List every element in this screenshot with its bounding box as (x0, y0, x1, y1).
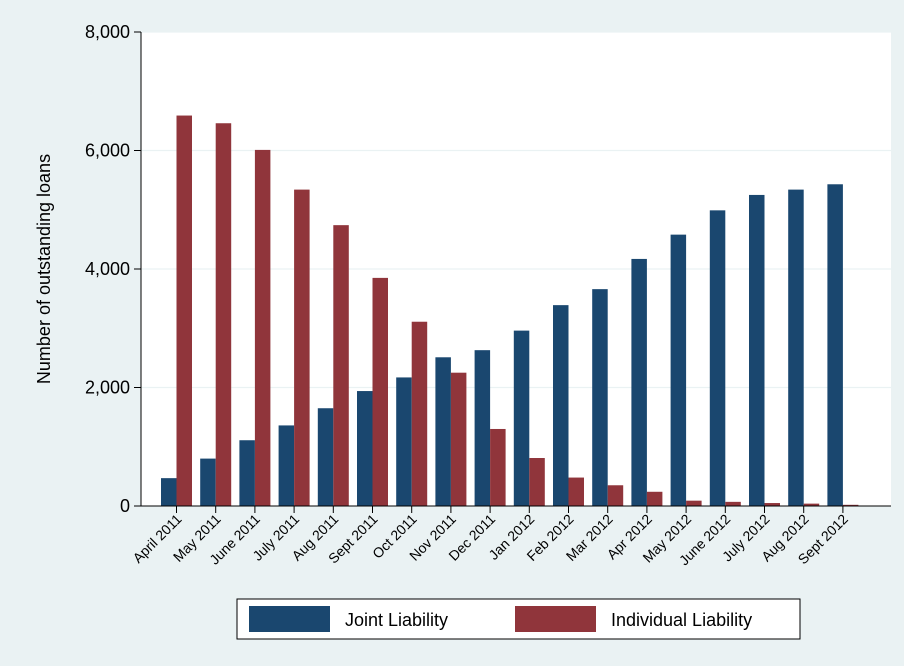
legend-swatch-joint-liability (249, 606, 330, 632)
bar-individual-liability-dec-2011 (490, 428, 506, 506)
bar-joint-liability-april-2011 (161, 478, 177, 506)
bar-joint-liability-june-2012 (709, 210, 726, 506)
bar-individual-liability-aug-2012 (803, 503, 820, 506)
bar-joint-liability-feb-2012 (553, 305, 569, 506)
bar-individual-liability-april-2011 (176, 115, 192, 506)
y-tick-label: 2,000 (85, 378, 130, 398)
bar-individual-liability-june-2012 (725, 501, 741, 506)
legend-label-individual-liability: Individual Liability (611, 610, 752, 630)
bar-joint-liability-june-2011 (239, 440, 255, 506)
bar-joint-liability-mar-2012 (592, 289, 608, 506)
bar-joint-liability-may-2011 (200, 458, 216, 506)
bar-joint-liability-sept-2011 (357, 391, 373, 506)
bar-joint-liability-july-2012 (749, 194, 765, 506)
legend: Joint Liability Individual Liability (236, 598, 801, 640)
bar-joint-liability-may-2012 (670, 234, 687, 506)
bar-individual-liability-july-2012 (764, 503, 780, 506)
bars (161, 115, 859, 507)
bar-joint-liability-oct-2011 (396, 377, 412, 506)
y-tick-label: 0 (120, 496, 130, 516)
y-tick-label: 6,000 (85, 141, 130, 161)
bar-joint-liability-jan-2012 (513, 330, 530, 506)
bar-joint-liability-aug-2011 (317, 408, 334, 506)
bar-individual-liability-aug-2011 (333, 225, 349, 506)
legend-swatch-individual-liability (515, 606, 596, 632)
bar-joint-liability-sept-2012 (827, 184, 843, 506)
bar-joint-liability-apr-2012 (631, 258, 647, 506)
y-tick-label: 8,000 (85, 22, 130, 42)
bar-joint-liability-july-2011 (278, 425, 295, 506)
bar-joint-liability-aug-2012 (788, 189, 804, 507)
bar-individual-liability-july-2011 (294, 189, 310, 507)
bar-individual-liability-sept-2012 (842, 504, 859, 506)
bar-individual-liability-sept-2011 (372, 277, 388, 506)
y-axis-label: Number of outstanding loans (34, 154, 54, 384)
bar-individual-liability-mar-2012 (607, 485, 624, 506)
bar-individual-liability-may-2011 (215, 123, 232, 507)
y-tick-label: 4,000 (85, 259, 130, 279)
bar-individual-liability-oct-2011 (411, 321, 428, 506)
bar-individual-liability-feb-2012 (568, 477, 584, 506)
y-ticks: 0 2,000 4,000 6,000 8,000 (85, 22, 141, 516)
legend-label-joint-liability: Joint Liability (345, 610, 448, 630)
bar-individual-liability-may-2012 (686, 500, 702, 506)
bar-individual-liability-apr-2012 (646, 491, 663, 506)
bar-individual-liability-june-2011 (254, 149, 271, 506)
bar-joint-liability-dec-2011 (474, 350, 491, 506)
bar-individual-liability-nov-2011 (450, 372, 467, 506)
bar-joint-liability-nov-2011 (435, 357, 451, 506)
bar-individual-liability-jan-2012 (529, 458, 545, 506)
